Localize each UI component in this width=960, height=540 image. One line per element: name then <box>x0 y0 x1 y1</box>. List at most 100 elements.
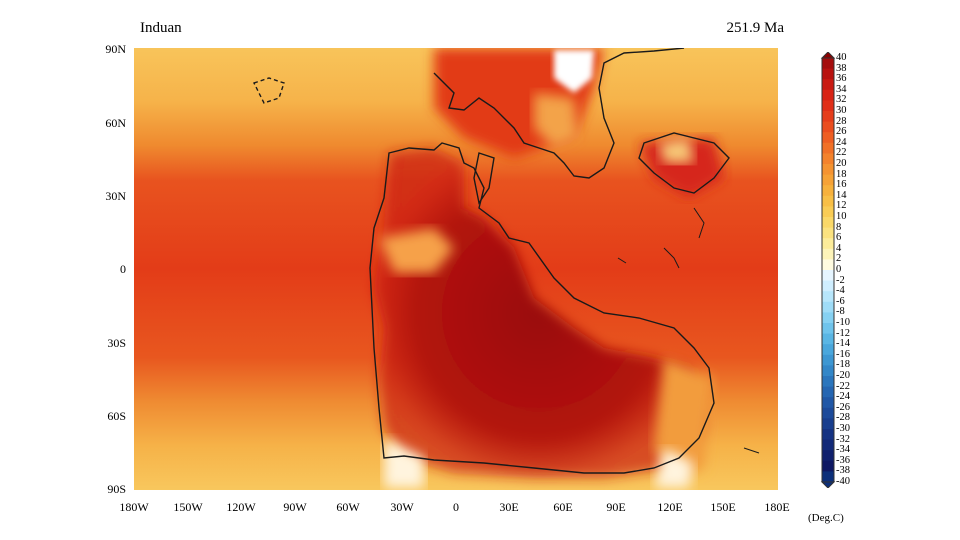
cimmeria-coastline <box>638 132 730 194</box>
colorbar-tick-label: -20 <box>836 370 850 381</box>
colorbar-tick-label: -34 <box>836 444 850 456</box>
colorbar-segment <box>822 195 834 207</box>
stage-title: Induan <box>140 20 182 36</box>
colorbar-tick-label: -6 <box>836 295 845 307</box>
colorbar-tick-label: 24 <box>836 136 847 148</box>
north-mid-warm <box>534 93 579 148</box>
colorbar-tick-label: -36 <box>836 454 850 466</box>
colorbar-tick-label: -30 <box>836 423 850 434</box>
cimmeria-cooler-patch <box>659 138 694 163</box>
colorbar-tick-label: -14 <box>836 338 850 350</box>
colorbar-segment <box>822 354 834 366</box>
east-gondwana-cool <box>654 358 714 478</box>
colorbar-segment <box>822 227 834 239</box>
colorbar-segment <box>822 280 834 292</box>
colorbar-tick-label: 28 <box>836 115 847 127</box>
colorbar-segment <box>822 450 834 462</box>
polar-cold-spot <box>554 50 594 93</box>
colorbar-segment <box>822 333 834 345</box>
colorbar-segment <box>822 217 834 229</box>
colorbar-segment <box>822 376 834 388</box>
colorbar-segment <box>822 439 834 451</box>
colorbar-segment <box>822 89 834 101</box>
colorbar-segment <box>822 185 834 197</box>
colorbar-tick-label: 22 <box>836 147 847 159</box>
colorbar-tick-label: -22 <box>836 380 850 392</box>
lat-label-90n: 90N <box>105 42 126 56</box>
colorbar-segment <box>822 100 834 112</box>
lon-label-120e: 120E <box>657 500 683 514</box>
age-title: 251.9 Ma <box>726 20 785 36</box>
colorbar-tick-label: 10 <box>836 211 847 222</box>
colorbar-tick-label: -16 <box>836 348 850 360</box>
lon-label-150w: 150W <box>173 500 203 514</box>
lat-label-30n: 30N <box>105 189 126 203</box>
colorbar-segment <box>822 79 834 91</box>
pangaea-hot-core <box>374 148 704 478</box>
colorbar-tick-label: -26 <box>836 401 850 413</box>
colorbar-segment <box>822 471 834 483</box>
lon-label-60e: 60E <box>553 500 573 514</box>
colorbar-tick-label: 14 <box>836 189 847 201</box>
colorbar-tick-label: 34 <box>836 83 847 95</box>
coastlines <box>253 48 730 474</box>
equatorial-cooler-band <box>379 228 454 273</box>
north-coastline <box>433 48 685 179</box>
colorbar-min-arrow <box>820 481 836 488</box>
colorbar-tick-label: -2 <box>836 274 845 286</box>
pangaea-coastline <box>369 142 715 474</box>
lat-label-60s: 60S <box>107 409 126 423</box>
units-label: (Deg.C) <box>808 512 844 524</box>
colorbar-segment <box>822 397 834 409</box>
colorbar-tick-label: 38 <box>836 62 847 74</box>
temperature-map <box>134 48 778 490</box>
lon-label-120w: 120W <box>226 500 256 514</box>
colorbar-tick-label: -8 <box>836 306 845 318</box>
colorbar-tick-label: 4 <box>836 242 842 254</box>
colorbar-tick-label: -12 <box>836 327 850 339</box>
colorbar-segment <box>822 270 834 282</box>
lat-label-90s: 90S <box>107 482 126 496</box>
colorbar-tick-label: 40 <box>836 52 847 63</box>
lon-label-60w: 60W <box>336 500 360 514</box>
lon-label-150e: 150E <box>710 500 736 514</box>
colorbar-tick-label: -4 <box>836 285 845 297</box>
colorbar-segment <box>822 407 834 419</box>
colorbar-tick-label: 30 <box>836 105 847 116</box>
colorbar-segment <box>822 68 834 80</box>
colorbar-tick-label: 12 <box>836 200 847 212</box>
lon-label-180w: 180W <box>119 500 149 514</box>
colorbar-segment <box>822 429 834 441</box>
colorbar-segment <box>822 164 834 176</box>
arctic-island <box>253 77 285 104</box>
colorbar-tick-label: -32 <box>836 433 850 445</box>
south-pole-cold-west <box>384 438 424 488</box>
lon-label-90e: 90E <box>606 500 626 514</box>
lat-label-30s: 30S <box>107 336 126 350</box>
colorbar-segment <box>822 206 834 218</box>
colorbar-tick-label: 32 <box>836 94 847 106</box>
colorbar-segment <box>822 291 834 303</box>
colorbar-segment <box>822 365 834 377</box>
colorbar-tick-label: 0 <box>836 264 842 275</box>
colorbar-segment <box>822 142 834 154</box>
colorbar-tick-label: 18 <box>836 168 847 180</box>
lon-label-180e: 180E <box>764 500 790 514</box>
colorbar-tick-label: 26 <box>836 126 847 138</box>
lon-label-30w: 30W <box>390 500 414 514</box>
colorbar <box>820 52 836 488</box>
colorbar-segment <box>822 323 834 335</box>
colorbar-tick-label: 2 <box>836 253 842 265</box>
colorbar-segment <box>822 259 834 271</box>
colorbar-tick-label: -24 <box>836 391 850 403</box>
colorbar-segment <box>822 121 834 133</box>
colorbar-max-arrow <box>820 52 836 59</box>
lat-label-0: 0 <box>120 262 126 276</box>
colorbar-segment <box>822 238 834 250</box>
lon-label-30e: 30E <box>499 500 519 514</box>
colorbar-tick-label: -10 <box>836 317 850 328</box>
colorbar-segment <box>822 386 834 398</box>
colorbar-tick-label: 20 <box>836 158 847 169</box>
colorbar-tick-label: 8 <box>836 221 842 233</box>
colorbar-segment <box>822 174 834 186</box>
